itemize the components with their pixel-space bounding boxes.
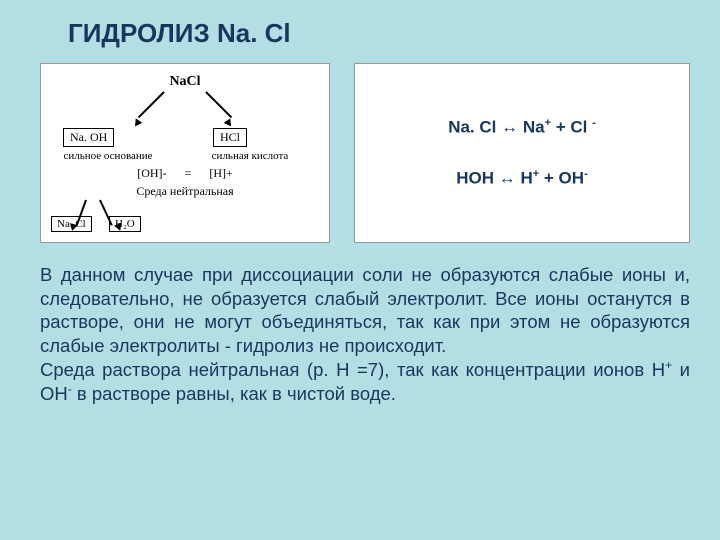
diagram-top-formula: NaCl: [169, 74, 200, 90]
hydrolysis-diagram: NaCl Na. ОН HCl сильное основание сильна…: [45, 70, 325, 238]
arrow-icon: [132, 118, 143, 128]
diagram-box-naoh: Na. ОН: [63, 128, 114, 147]
diagram-line: [138, 91, 165, 118]
diagram-environment: Среда нейтральная: [45, 184, 325, 199]
equations-panel: Na. Cl ↔ Na+ + Cl - HOH ↔ H+ + OH-: [354, 63, 690, 243]
equation-2: HOH ↔ H+ + OH-: [456, 168, 587, 189]
diagram-box-hcl: HCl: [213, 128, 247, 147]
paragraph-2c: в растворе равны, как в чистой воде.: [72, 383, 396, 404]
slide: ГИДРОЛИЗ Na. Cl NaCl Na. ОН HCl сильное …: [0, 0, 720, 540]
diagram-bottom-h2o: H₂O: [109, 216, 141, 232]
diagram-line: [205, 91, 232, 118]
eq-text: Na. Cl ↔ Na: [448, 118, 544, 137]
diagram-ion-row: [OH]- = [H]+: [45, 166, 325, 181]
eq-text: + OH: [539, 169, 584, 188]
slide-title: ГИДРОЛИЗ Na. Cl: [68, 18, 690, 49]
diagram-label-base: сильное основание: [43, 150, 173, 162]
body-text: В данном случае при диссоциации соли не …: [40, 263, 690, 405]
ion-oh: [OH]-: [137, 166, 166, 180]
diagram-panel: NaCl Na. ОН HCl сильное основание сильна…: [40, 63, 330, 243]
eq-text: HOH ↔ H: [456, 169, 533, 188]
ion-h: [H]+: [209, 166, 232, 180]
equation-1: Na. Cl ↔ Na+ + Cl -: [448, 117, 596, 138]
paragraph-2a: Среда раствора нейтральная (р. Н =7), та…: [40, 359, 665, 380]
eq-sup: -: [592, 117, 596, 129]
ion-eq: =: [185, 166, 192, 180]
panels-row: NaCl Na. ОН HCl сильное основание сильна…: [40, 63, 690, 243]
eq-sup: -: [584, 168, 588, 180]
eq-text: + Cl: [551, 118, 592, 137]
paragraph-1: В данном случае при диссоциации соли не …: [40, 264, 690, 356]
diagram-bottom-nacl: Na. Cl: [51, 216, 92, 232]
diagram-label-acid: сильная кислота: [185, 150, 315, 162]
